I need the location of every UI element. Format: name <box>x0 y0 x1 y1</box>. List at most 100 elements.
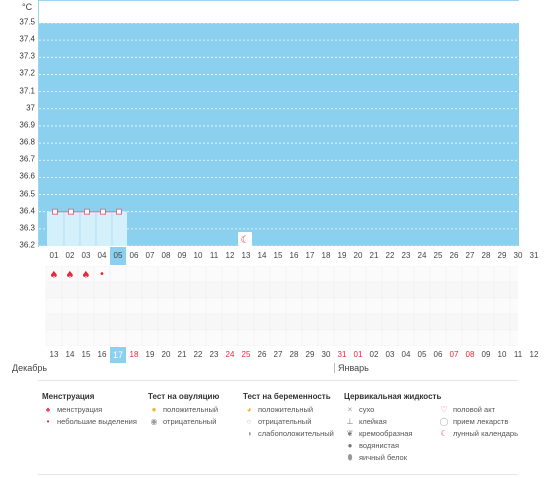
drops-icon: ♠ <box>45 405 51 414</box>
grid-cell <box>45 329 63 347</box>
date-label[interactable]: 05 <box>417 350 427 359</box>
drop-icon: • <box>46 417 50 426</box>
grid-cell <box>365 313 383 331</box>
cycle-day-label: 13 <box>241 251 251 260</box>
grid-cell <box>173 329 191 347</box>
cycle-day-label: 04 <box>97 251 107 260</box>
grid-cell <box>109 329 127 347</box>
grid-cell <box>253 265 271 283</box>
cycle-day-label: 16 <box>289 251 299 260</box>
date-row: 13 14 15 16 17 18 19 20 21 22 23 24 25 26 27 28 29 30 31 01… <box>38 347 538 363</box>
grid-cell <box>509 281 527 299</box>
grid-cell <box>381 265 399 283</box>
date-label[interactable]: 10 <box>497 350 507 359</box>
date-label[interactable]: 08 <box>465 350 475 359</box>
date-label-today[interactable]: 17 <box>110 347 126 363</box>
grid-cell <box>461 297 479 315</box>
pill-icon: ◯ <box>439 417 449 426</box>
grid-cell <box>413 281 431 299</box>
grid-cell <box>301 265 319 283</box>
date-label[interactable]: 15 <box>81 350 91 359</box>
grid-cell <box>333 281 351 299</box>
date-label[interactable]: 28 <box>289 350 299 359</box>
date-label[interactable]: 25 <box>241 350 251 359</box>
symptom-grid[interactable]: ♠ ♠ ♠ • <box>38 265 543 347</box>
grid-cell <box>61 329 79 347</box>
grid-cell <box>509 265 527 283</box>
temperature-point <box>52 208 58 215</box>
legend-divider <box>38 380 518 381</box>
grid-cell <box>477 265 495 283</box>
temperature-chart[interactable]: ☾ <box>38 0 519 247</box>
cycle-day-label: 27 <box>465 251 475 260</box>
grid-cell <box>253 313 271 331</box>
date-label[interactable]: 16 <box>97 350 107 359</box>
date-label[interactable]: 22 <box>193 350 203 359</box>
legend-item-watery: ● водянистая <box>344 441 399 450</box>
cycle-day-label: 20 <box>353 251 363 260</box>
date-label[interactable]: 19 <box>145 350 155 359</box>
y-tick-label: 36.4 <box>19 206 35 216</box>
date-label[interactable]: 23 <box>209 350 219 359</box>
grid-cell <box>189 329 207 347</box>
grid-cell <box>445 265 463 283</box>
cycle-day-label: 23 <box>401 251 411 260</box>
creamy-icon: ❦ <box>346 429 354 438</box>
sun-icon: ● <box>151 405 157 414</box>
y-axis-labels: 37.5 37.4 37.3 37.2 37.1 37 36.9 36.8 36.7 36.6 36… <box>0 0 38 260</box>
grid-cell <box>317 297 335 315</box>
cycle-day-label: 02 <box>65 251 75 260</box>
cycle-day-label: 22 <box>385 251 395 260</box>
date-label[interactable]: 31 <box>337 350 347 359</box>
date-label[interactable]: 06 <box>433 350 443 359</box>
date-label[interactable]: 30 <box>321 350 331 359</box>
date-label[interactable]: 29 <box>305 350 315 359</box>
grid-cell <box>269 297 287 315</box>
date-label[interactable]: 26 <box>257 350 267 359</box>
temperature-point <box>84 208 90 215</box>
grid-cell <box>381 297 399 315</box>
date-label[interactable]: 09 <box>481 350 491 359</box>
date-label[interactable]: 02 <box>369 350 379 359</box>
cycle-day-label: 07 <box>145 251 155 260</box>
date-label[interactable]: 27 <box>273 350 283 359</box>
date-label[interactable]: 21 <box>177 350 187 359</box>
grid-cell <box>221 281 239 299</box>
legend-label: отрицательный <box>258 417 312 426</box>
grid-cell <box>461 313 479 331</box>
date-label[interactable]: 07 <box>449 350 459 359</box>
date-label[interactable]: 01 <box>353 350 363 359</box>
pregnancy-negative-icon: ○ <box>246 417 252 426</box>
date-label[interactable]: 14 <box>65 350 75 359</box>
grid-cell <box>141 281 159 299</box>
grid-cell <box>45 297 63 315</box>
grid-cell <box>61 297 79 315</box>
grid-cell <box>269 313 287 331</box>
date-label[interactable]: 18 <box>129 350 139 359</box>
grid-cell <box>45 281 63 299</box>
legend-title-cervical-fluid: Цервикальная жидкость <box>344 392 442 401</box>
grid-cell <box>461 265 479 283</box>
grid-cell <box>317 265 335 283</box>
date-label[interactable]: 12 <box>529 350 539 359</box>
cycle-day-label: 24 <box>417 251 427 260</box>
light-discharge-icon: • <box>99 269 105 280</box>
grid-cell <box>317 313 335 331</box>
grid-cell <box>381 329 399 347</box>
grid-cell <box>461 281 479 299</box>
cycle-day-row: 01 02 03 04 05 06 07 08 09 10 11 12 13 14 15 16 17 18 19 20… <box>38 247 538 265</box>
grid-cell <box>493 281 511 299</box>
date-label[interactable]: 13 <box>49 350 59 359</box>
date-label[interactable]: 04 <box>401 350 411 359</box>
date-label[interactable]: 24 <box>225 350 235 359</box>
grid-cell <box>333 297 351 315</box>
grid-cell <box>77 329 95 347</box>
legend-label: половой акт <box>453 405 496 414</box>
grid-cell <box>173 297 191 315</box>
cycle-day-label: 11 <box>209 251 219 260</box>
date-label[interactable]: 03 <box>385 350 395 359</box>
date-label[interactable]: 11 <box>513 350 523 359</box>
grid-cell <box>413 329 431 347</box>
date-label[interactable]: 20 <box>161 350 171 359</box>
dim-sun-icon: ◉ <box>150 417 158 426</box>
